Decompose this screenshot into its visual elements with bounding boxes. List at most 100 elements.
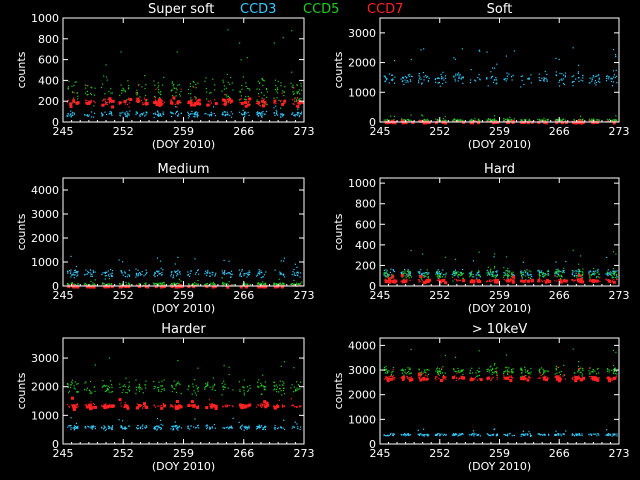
data-point xyxy=(175,111,177,113)
data-point xyxy=(445,119,447,122)
data-point xyxy=(401,121,405,125)
data-point xyxy=(225,99,227,101)
data-point xyxy=(543,273,545,275)
data-point xyxy=(614,368,616,370)
data-point xyxy=(210,403,214,407)
data-point xyxy=(572,433,574,435)
data-point xyxy=(525,371,527,373)
data-point xyxy=(456,433,458,436)
data-point xyxy=(295,113,297,116)
data-point xyxy=(158,85,160,87)
data-point xyxy=(561,279,563,281)
data-point xyxy=(179,95,181,97)
data-point xyxy=(562,118,564,120)
data-point xyxy=(163,76,165,78)
data-point xyxy=(530,271,532,273)
data-point xyxy=(474,79,476,81)
data-point xyxy=(209,428,211,430)
data-point xyxy=(455,73,457,75)
data-point xyxy=(279,282,281,284)
data-point xyxy=(209,283,211,286)
data-point xyxy=(554,272,556,274)
data-point xyxy=(160,91,162,93)
data-point xyxy=(75,81,77,83)
data-point xyxy=(277,88,279,90)
data-point xyxy=(511,279,515,283)
series-ccd5 xyxy=(383,249,618,282)
data-point xyxy=(594,433,596,435)
data-point xyxy=(136,403,138,405)
data-point xyxy=(300,83,302,85)
data-point xyxy=(421,83,423,85)
data-point xyxy=(229,426,231,428)
data-point xyxy=(494,428,496,430)
data-point xyxy=(495,275,497,277)
data-point xyxy=(479,276,481,278)
data-point xyxy=(511,377,513,379)
data-point xyxy=(444,116,446,118)
data-point xyxy=(423,275,425,277)
data-point xyxy=(257,111,259,113)
data-point xyxy=(490,268,492,270)
data-point xyxy=(256,113,258,116)
data-point xyxy=(101,115,103,117)
data-point xyxy=(299,406,301,408)
data-point xyxy=(188,115,191,117)
data-point xyxy=(121,426,123,428)
data-point xyxy=(212,385,214,387)
data-point xyxy=(486,272,488,274)
data-point xyxy=(138,83,140,86)
data-point xyxy=(110,391,112,393)
plot-frame xyxy=(62,337,305,445)
data-point xyxy=(426,369,429,371)
data-point xyxy=(128,425,130,427)
data-point xyxy=(400,272,402,274)
y-tick-label: 1000 xyxy=(348,177,376,190)
data-point xyxy=(607,274,609,277)
data-point xyxy=(122,90,124,92)
data-point xyxy=(222,283,224,285)
data-point xyxy=(247,272,249,274)
data-point xyxy=(494,370,496,373)
data-point xyxy=(478,279,480,281)
data-point xyxy=(67,113,69,115)
data-point xyxy=(615,253,617,255)
data-point xyxy=(296,406,298,408)
data-point xyxy=(175,400,179,403)
data-point xyxy=(101,273,103,276)
data-point xyxy=(579,367,581,370)
data-point xyxy=(239,274,241,276)
data-point xyxy=(401,376,403,378)
data-point xyxy=(189,83,191,85)
data-point xyxy=(145,269,147,271)
data-point xyxy=(293,391,295,393)
data-point xyxy=(609,434,612,436)
data-point xyxy=(74,405,77,407)
data-point xyxy=(135,392,137,395)
data-point xyxy=(423,371,425,373)
data-point xyxy=(393,279,395,281)
data-point xyxy=(194,114,196,116)
data-point xyxy=(615,75,618,77)
data-point xyxy=(406,275,408,277)
data-point xyxy=(193,116,195,118)
data-point xyxy=(283,361,285,363)
data-point xyxy=(441,272,443,274)
data-point xyxy=(391,275,395,279)
data-point xyxy=(420,273,422,276)
data-point xyxy=(122,274,124,276)
data-point xyxy=(607,119,609,121)
data-point xyxy=(195,111,198,113)
data-point xyxy=(606,75,608,77)
data-point xyxy=(85,285,89,289)
data-point xyxy=(513,50,516,52)
data-point xyxy=(614,274,616,276)
data-point xyxy=(276,87,278,89)
data-point xyxy=(612,81,614,83)
data-point xyxy=(438,82,440,84)
data-point xyxy=(405,277,407,279)
data-point xyxy=(158,270,160,272)
y-tick-label: 200 xyxy=(355,259,376,272)
data-point xyxy=(527,372,529,375)
data-point xyxy=(190,113,192,115)
